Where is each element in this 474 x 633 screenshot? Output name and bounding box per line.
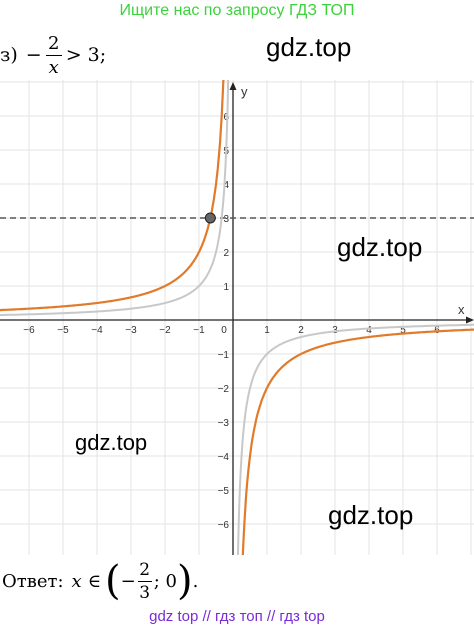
denominator: x [48,56,59,78]
main-curve-right [241,328,474,555]
answer-minus: − [120,570,136,592]
x-tick-label: −3 [125,325,137,336]
left-paren: ( [105,558,121,604]
y-tick-label: −5 [218,486,230,497]
x-tick-label: −2 [159,325,171,336]
y-tick-label: −6 [218,520,230,531]
x-tick-label: −4 [91,325,103,336]
answer: Ответ: x ∈ ( − 2 3 ; 0 ) . [2,556,198,606]
watermark: gdz.top [75,430,148,455]
reference-curve-left [0,80,230,316]
watermark: gdz.top [337,232,423,262]
x-tick-label: −1 [193,325,205,336]
answer-label: Ответ: [2,570,64,592]
x-axis-label: x [458,302,465,317]
x-tick-label: 5 [400,325,406,336]
y-tick-label: 4 [223,180,229,191]
x-tick-label: 1 [264,325,270,336]
x-axis [0,316,474,324]
answer-rest: ; 0 [153,570,177,592]
answer-fraction: 2 3 [137,559,152,603]
y-tick-label: −4 [218,452,230,463]
x-tick-label: −5 [57,325,69,336]
y-tick-label: 1 [223,282,229,293]
period: . [192,570,199,592]
y-axis [229,82,237,555]
y-axis-label: y [241,84,248,99]
watermark: gdz.top [266,32,352,62]
element-of-sign: ∈ [87,570,102,592]
watermark: gdz.top [328,500,414,530]
x-tick-label: 4 [366,325,372,336]
x-tick-label: 2 [298,325,304,336]
grid [0,80,474,555]
main-curve-left [0,80,225,312]
x-tick-label: 0 [221,325,227,336]
y-tick-label: 2 [223,248,229,259]
bottom-banner: gdz top // гдз топ // гдз top [149,608,325,625]
x-tick-label: −6 [23,325,35,336]
right-paren: ) [176,558,193,604]
numerator: 2 [47,32,60,54]
intersection-point [204,212,216,224]
answer-numerator: 2 [139,559,151,580]
problem-statement: з) − 2 x > 3; [0,30,106,80]
fraction: 2 x [45,32,62,78]
x-tick-labels: −6 −5 −4 −3 −2 −1 0 1 2 3 4 5 6 [23,325,440,336]
answer-denominator: 3 [139,582,151,603]
fraction-bar [45,54,62,56]
y-tick-label: −3 [218,418,230,429]
minus-sign: − [25,44,42,66]
problem-number: з) [0,44,18,66]
top-banner: Ищите нас по запросу ГДЗ ТОП [119,2,355,19]
y-tick-label: 3 [223,214,229,225]
answer-fraction-bar [137,580,152,582]
answer-variable: x [71,570,82,592]
reference-curve-right [236,323,474,555]
inequality-rest: > 3; [65,44,107,66]
y-tick-label: −2 [218,384,230,395]
y-tick-label: −1 [218,350,230,361]
